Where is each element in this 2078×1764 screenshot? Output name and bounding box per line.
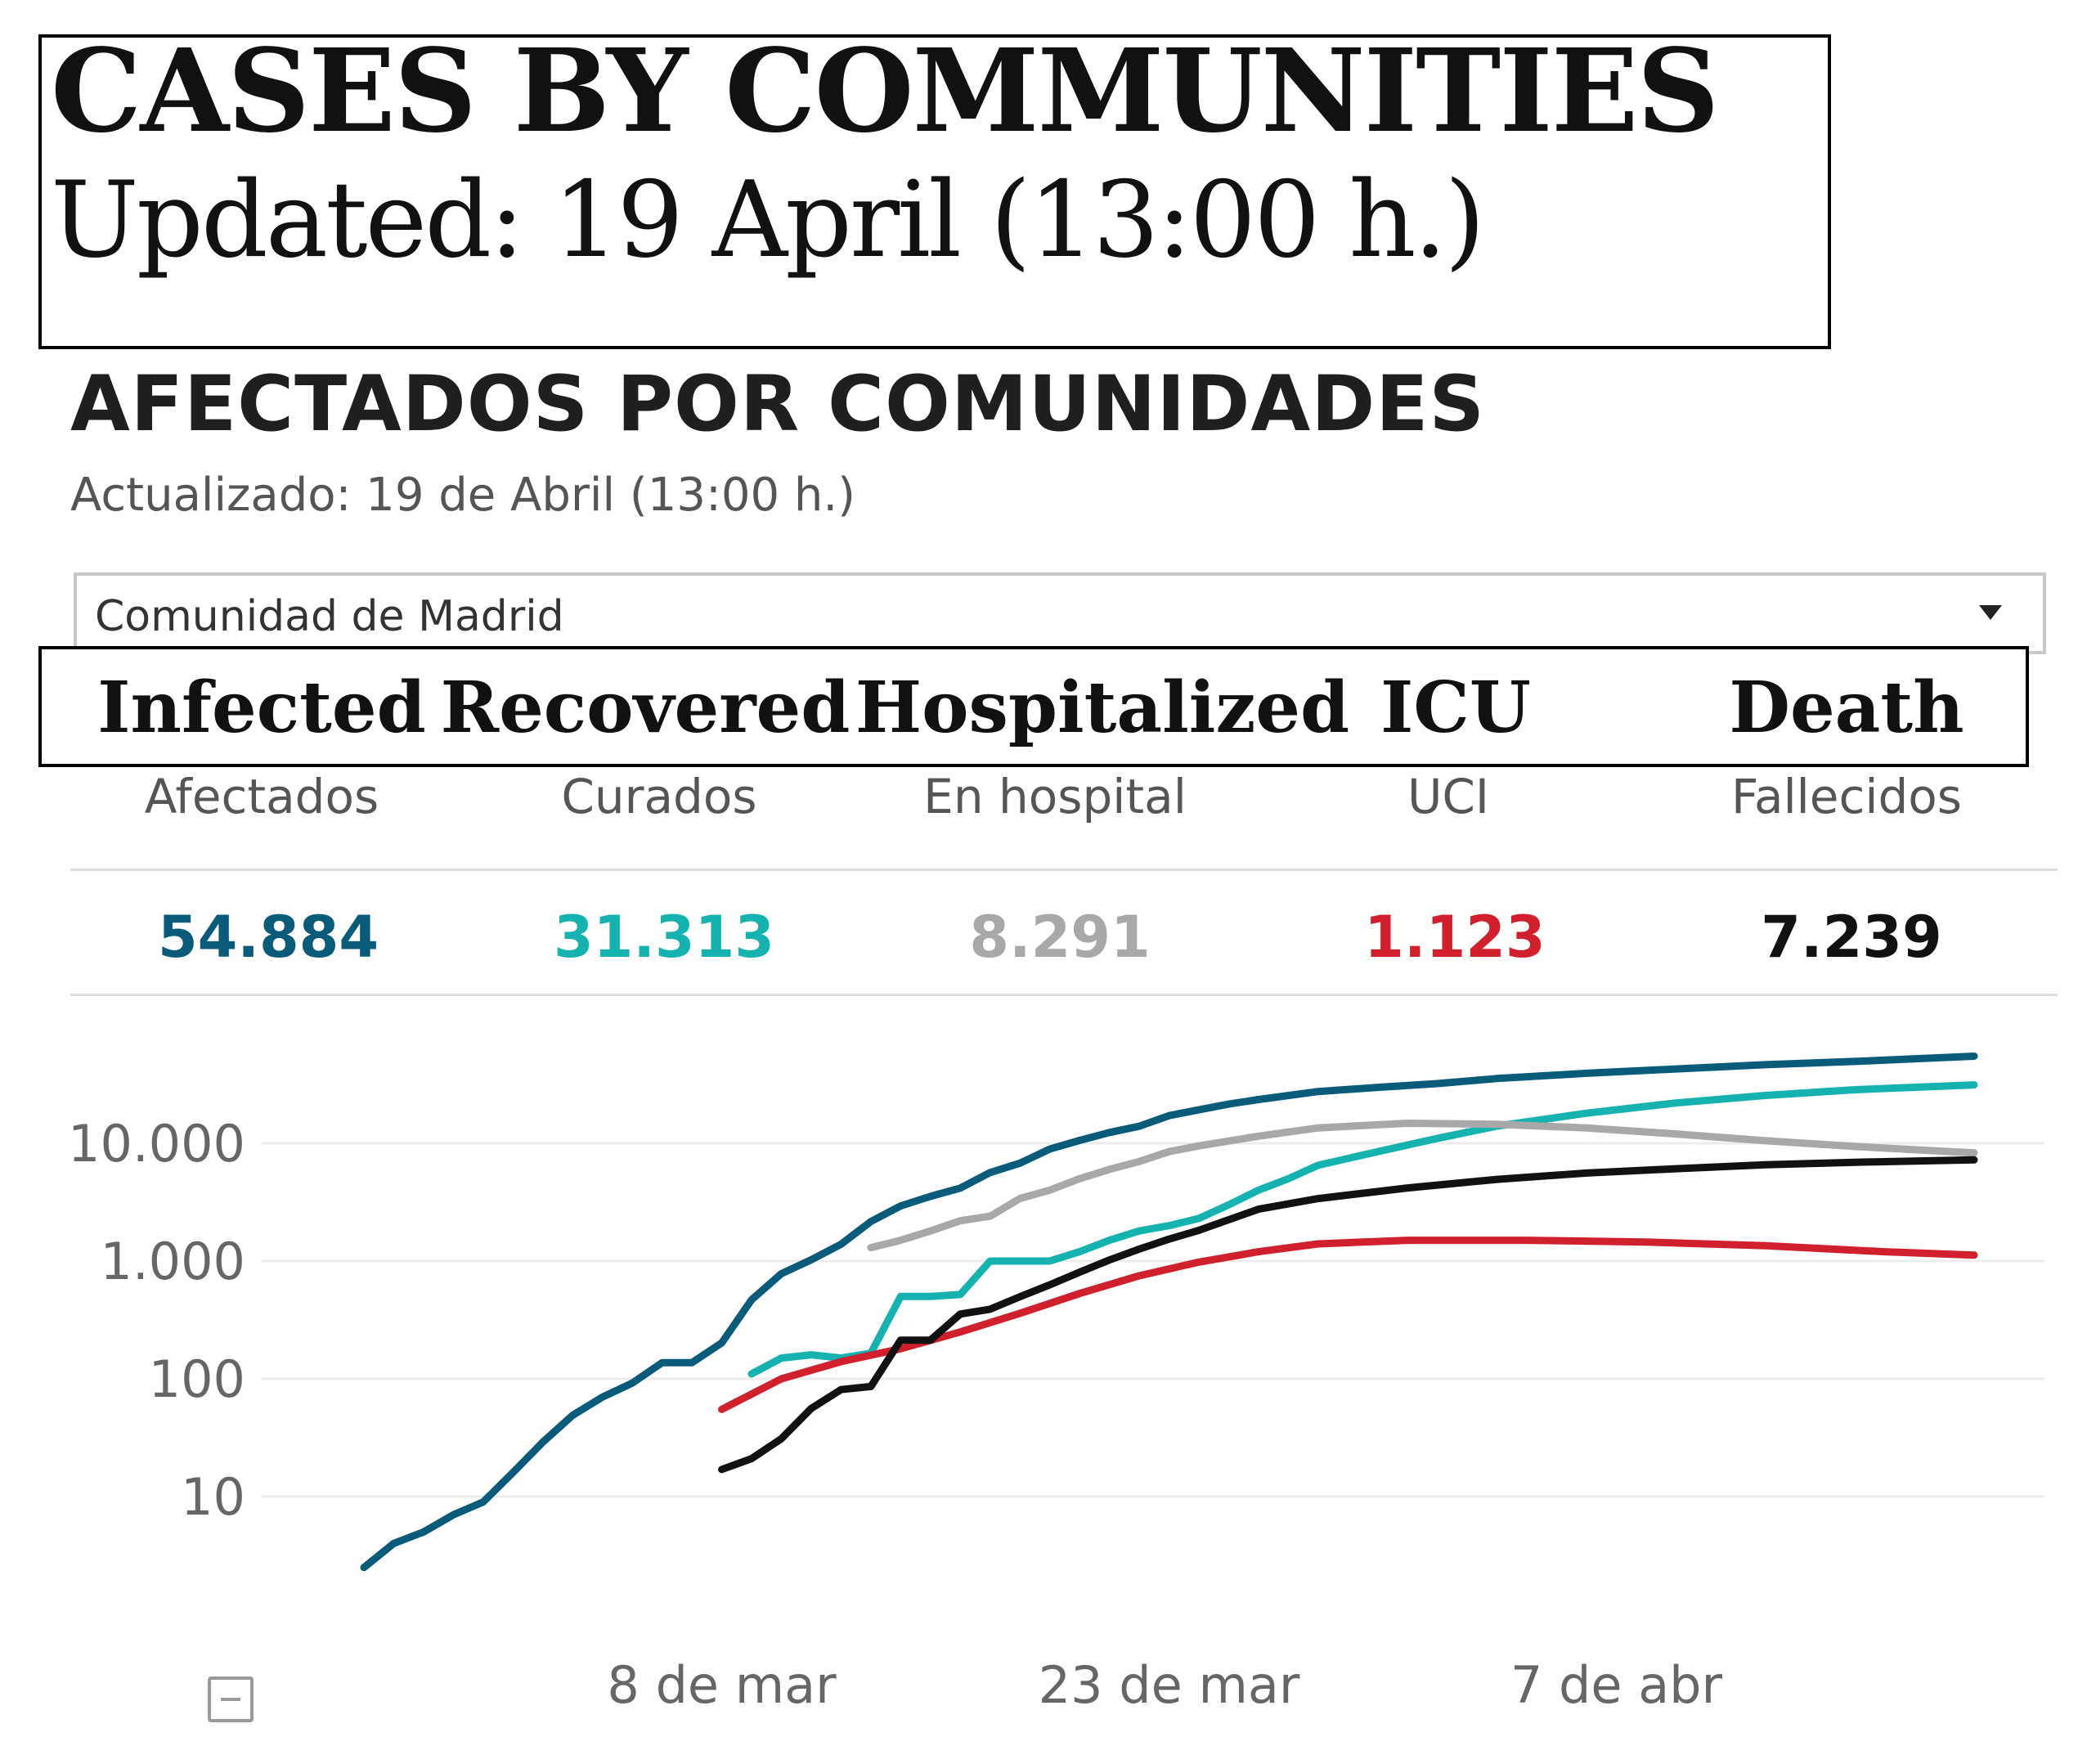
- y-tick-label: 100: [149, 1349, 245, 1409]
- metric-afectados-label: Afectados: [144, 769, 379, 824]
- chevron-down-icon[interactable]: [1979, 605, 2002, 620]
- metric-recovered-en: Recovered: [440, 667, 850, 749]
- english-annotation-box: [38, 34, 1831, 349]
- divider-bottom: [70, 994, 2058, 996]
- page-title: AFECTADOS POR COMUNIDADES: [70, 360, 1486, 449]
- metric-uci-label: UCI: [1407, 769, 1490, 824]
- english-updated-label: Updated: 19 April (13:00 h.): [51, 159, 1485, 281]
- english-metrics-box: [38, 646, 2029, 767]
- metric-hospital-value: 8.291: [969, 904, 1151, 971]
- x-tick-label: 8 de mar: [607, 1655, 837, 1715]
- reset-zoom-button[interactable]: [208, 1676, 254, 1722]
- divider-top: [70, 869, 2058, 871]
- series-line-4: [718, 1156, 1978, 1474]
- metric-curados-label: Curados: [561, 769, 757, 824]
- community-select-value: Comunidad de Madrid: [95, 592, 564, 641]
- series-line-1: [747, 1081, 1978, 1378]
- english-title: CASES BY COMMUNITIES: [51, 25, 1720, 159]
- metric-icu-en: ICU: [1380, 667, 1531, 749]
- metric-infected-en: Infected: [97, 667, 426, 749]
- y-tick-label: 10.000: [68, 1114, 245, 1174]
- y-tick-label: 1.000: [101, 1232, 246, 1291]
- series-line-2: [867, 1120, 1978, 1252]
- metric-fallecidos-value: 7.239: [1761, 904, 1942, 971]
- metric-uci-value: 1.123: [1364, 904, 1546, 971]
- series-line-3: [718, 1237, 1978, 1413]
- y-tick-label: 10: [181, 1467, 245, 1527]
- metric-afectados-value: 54.884: [157, 904, 379, 971]
- x-tick-label: 7 de abr: [1510, 1655, 1723, 1715]
- metric-fallecidos-label: Fallecidos: [1730, 769, 1963, 824]
- updated-label: Actualizado: 19 de Abril (13:00 h.): [70, 469, 856, 522]
- series-line-0: [360, 1053, 1978, 1572]
- metric-curados-value: 31.313: [553, 904, 775, 971]
- x-tick-label: 23 de mar: [1039, 1655, 1300, 1715]
- metric-death-en: Death: [1729, 667, 1964, 749]
- community-select[interactable]: Comunidad de Madrid: [74, 572, 2046, 654]
- metric-hospitalized-en: Hospitalized: [855, 667, 1350, 749]
- cases-line-chart: 10 100 1.000 10.000 8 de mar 23 de mar 7 de ab…: [68, 1053, 2044, 1715]
- metric-hospital-label: En hospital: [923, 769, 1187, 824]
